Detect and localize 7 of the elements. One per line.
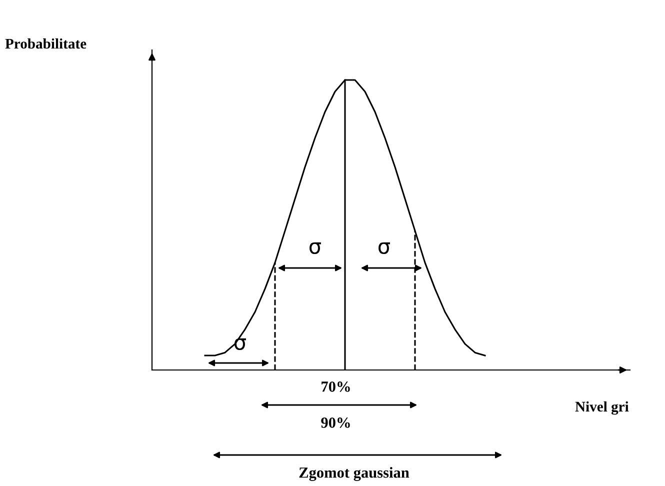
annotation: σ (378, 242, 390, 254)
text: 70% (322, 382, 350, 392)
text: Nivel gri (575, 401, 629, 415)
text: Zgomot gaussian (299, 467, 410, 481)
text: Probabilitate (5, 38, 86, 49)
annotation: σ (310, 242, 321, 254)
text: 90% (321, 418, 350, 428)
